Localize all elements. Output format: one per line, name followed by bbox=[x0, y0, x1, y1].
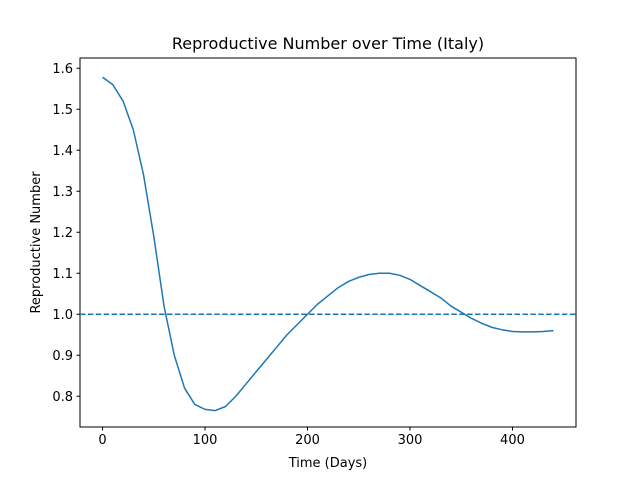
chart-title: Reproductive Number over Time (Italy) bbox=[172, 34, 484, 53]
y-tick-label: 1.4 bbox=[52, 144, 73, 159]
x-tick-label: 200 bbox=[295, 433, 320, 448]
x-tick-label: 400 bbox=[500, 433, 525, 448]
y-tick-label: 1.5 bbox=[52, 103, 73, 118]
y-tick-label: 0.8 bbox=[52, 390, 73, 405]
x-axis-label: Time (Days) bbox=[288, 456, 368, 471]
y-tick-label: 1.6 bbox=[52, 62, 73, 77]
y-tick-label: 1.2 bbox=[52, 226, 73, 241]
x-axis: 0 100 200 300 400 bbox=[98, 427, 525, 448]
y-tick-label: 1.3 bbox=[52, 185, 73, 200]
x-tick-label: 300 bbox=[398, 433, 423, 448]
series-line bbox=[102, 76, 554, 412]
y-tick-label: 1.0 bbox=[52, 308, 73, 323]
y-tick-label: 1.1 bbox=[52, 267, 73, 282]
x-tick-label: 100 bbox=[193, 433, 218, 448]
x-tick-label: 0 bbox=[98, 433, 106, 448]
y-axis: 0.8 0.9 1.0 1.1 1.2 1.3 1.4 1.5 1.6 bbox=[52, 62, 80, 405]
series-layer bbox=[80, 76, 576, 412]
y-axis-label: Reproductive Number bbox=[29, 171, 44, 314]
y-tick-label: 0.9 bbox=[52, 349, 73, 364]
plot-frame bbox=[79, 57, 577, 428]
